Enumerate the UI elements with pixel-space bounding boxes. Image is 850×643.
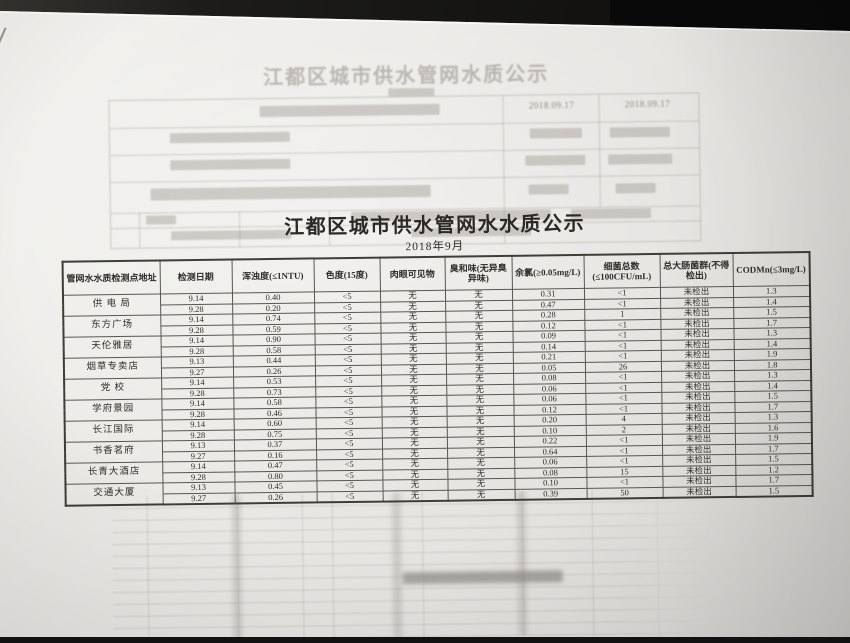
column-header: 检测日期: [159, 259, 232, 294]
water-quality-table: 管网水水质检测点地址 检测日期 浑浊度(≤1NTU) 色度(15度) 肉眼可见物 臭和味(…: [61, 250, 814, 507]
value-cell: 0.26: [234, 491, 317, 504]
location-cell: 学府景园: [64, 398, 162, 422]
value-cell: 无: [382, 489, 448, 502]
column-header: 余氯(≥0.05mg/L): [511, 254, 584, 290]
location-cell: 天伦雅居: [63, 335, 161, 359]
location-cell: 烟草专卖店: [63, 356, 162, 380]
value-cell: 9.27: [162, 492, 235, 505]
column-header: 管网水水质检测点地址: [62, 260, 160, 296]
column-header: 臭和味(无异臭异味): [444, 255, 512, 291]
value-cell: 无: [447, 488, 515, 501]
column-header: 肉眼可见物: [379, 256, 445, 292]
column-header: 细菌总数(≤100CFU/mL): [583, 253, 660, 289]
table-body: 供 电 局 9.14 0.40 <5 无无 0.31 <1 未检出 1.3 9.28 0.20 <5 无…: [62, 285, 813, 506]
location-cell: 党 校: [64, 377, 162, 401]
location-cell: 长青大酒店: [65, 461, 163, 485]
column-header: 浑浊度(≤1NTU): [231, 258, 314, 294]
value-cell: 0.39: [514, 487, 587, 500]
location-cell: 交通大厦: [65, 482, 163, 506]
value-cell: 50: [586, 486, 663, 499]
value-cell: 未检出: [662, 485, 736, 498]
location-cell: 书香茗府: [64, 440, 163, 464]
value-cell: <5: [316, 490, 383, 503]
column-header: 总大肠菌群(不得检出): [659, 252, 733, 288]
location-cell: 东方广场: [63, 314, 161, 338]
value-cell: 1.5: [735, 484, 813, 497]
column-header: 色度(15度): [313, 257, 380, 292]
location-cell: 长江国际: [64, 419, 162, 443]
column-header: CODMn(≤3mg/L): [732, 251, 810, 287]
location-cell: 供 电 局: [62, 293, 161, 317]
